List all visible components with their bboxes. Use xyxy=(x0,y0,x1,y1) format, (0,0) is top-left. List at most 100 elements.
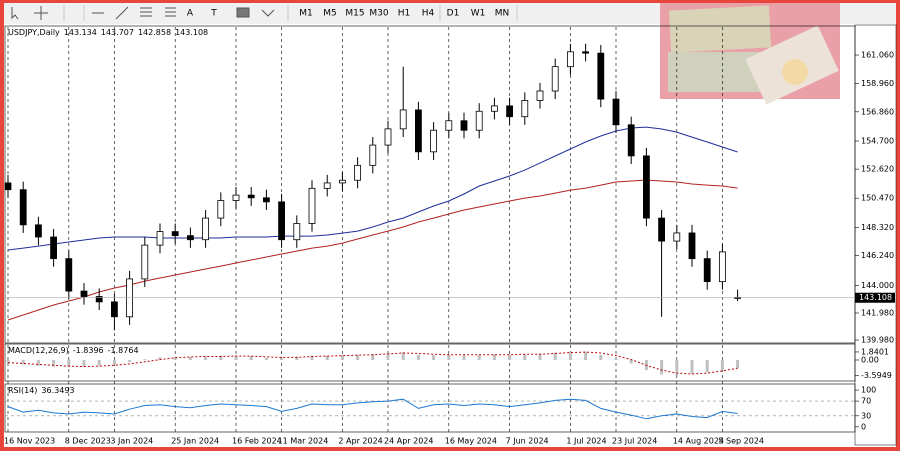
candle-body xyxy=(582,51,589,54)
shape-tool[interactable] xyxy=(236,7,250,18)
candle-body xyxy=(354,164,362,181)
candle-body xyxy=(430,129,438,153)
header-value: 143.108 xyxy=(175,28,208,37)
candle-body xyxy=(50,236,57,260)
timeframe-button[interactable]: MN xyxy=(495,9,510,19)
header-value: 36.3493 xyxy=(41,386,74,395)
candle-body xyxy=(247,194,255,199)
header-value: 143.707 xyxy=(101,28,134,37)
timeframe-button[interactable]: H1 xyxy=(398,9,411,19)
y-tick-label: 154.700 xyxy=(861,137,894,146)
candle-body xyxy=(35,224,42,238)
banknote xyxy=(668,5,772,53)
price-axis xyxy=(854,24,897,446)
date-label: 25 Jan 2024 xyxy=(171,437,219,446)
candle-body xyxy=(460,120,468,131)
header-value: 142.858 xyxy=(138,28,171,37)
candle-body xyxy=(490,105,498,112)
pane-title-text: USDJPY,Daily xyxy=(8,28,60,37)
candle-body xyxy=(19,189,27,226)
date-label: 14 Aug 2024 xyxy=(673,437,724,446)
candle-body xyxy=(521,100,529,118)
y-tick-label: 139.980 xyxy=(861,336,894,345)
candle-body xyxy=(80,290,88,297)
candle-body xyxy=(567,51,574,68)
candle-body xyxy=(156,231,164,246)
crosshair-tool[interactable] xyxy=(34,6,48,20)
y-tick-label: 146.240 xyxy=(861,251,894,260)
timeframe-button[interactable]: M30 xyxy=(369,9,388,19)
banner-image xyxy=(660,3,840,105)
tool-label[interactable]: A xyxy=(187,9,194,19)
candle-body xyxy=(612,98,620,126)
y-tick-label: 30 xyxy=(861,411,871,420)
candle-body xyxy=(278,201,286,241)
date-label: 16 Nov 2023 xyxy=(4,437,55,446)
candle-body xyxy=(4,182,12,191)
date-label: 11 Mar 2024 xyxy=(278,437,329,446)
date-label: 16 Feb 2024 xyxy=(232,437,282,446)
candle-body xyxy=(111,301,118,318)
timeframe-button[interactable]: M15 xyxy=(345,9,364,19)
candle-body xyxy=(506,105,514,118)
timeframe-button[interactable]: M5 xyxy=(323,9,337,19)
pane-title: MACD(12,26,9) -1.8396 -1.8764 xyxy=(8,346,139,355)
candle-body xyxy=(95,296,103,303)
candle-body xyxy=(338,179,346,184)
pane-title: RSI(14) 36.3493 xyxy=(8,386,75,395)
date-label: 7 Jun 2024 xyxy=(506,437,549,446)
date-label: 24 Apr 2024 xyxy=(384,437,433,446)
date-label: 2 Apr 2024 xyxy=(338,437,382,446)
y-tick-label: 0 xyxy=(861,422,866,431)
y-tick-label: 156.860 xyxy=(861,107,894,116)
y-tick-label: 161.060 xyxy=(861,51,894,60)
candle-body xyxy=(597,52,605,100)
candle-body xyxy=(217,200,225,219)
timeframe-button[interactable]: M1 xyxy=(299,9,313,19)
candle-body xyxy=(293,223,301,241)
indicator-line xyxy=(7,398,738,420)
arrows-tool[interactable] xyxy=(261,9,275,17)
candle-body xyxy=(141,244,149,280)
trendline-tool[interactable] xyxy=(115,6,129,20)
candle-body xyxy=(658,217,665,242)
price-tag-label: 143.108 xyxy=(859,293,892,302)
candle-body xyxy=(627,124,635,157)
channel-tool[interactable] xyxy=(140,7,152,17)
y-tick-label: 141.980 xyxy=(861,308,894,317)
candle-body xyxy=(171,231,179,237)
candle-body xyxy=(65,258,73,292)
tool-label[interactable]: T xyxy=(210,9,217,19)
timeframe-button[interactable]: H4 xyxy=(422,9,435,19)
pane-border xyxy=(4,343,856,382)
candle-body xyxy=(323,182,331,189)
timeframe-button[interactable]: W1 xyxy=(471,9,486,19)
candle-body xyxy=(445,120,453,131)
candle-body xyxy=(688,232,696,260)
candle-body xyxy=(703,258,711,283)
indicator-line xyxy=(7,351,738,375)
y-tick-label: 158.960 xyxy=(861,79,894,88)
date-label: 1 Jul 2024 xyxy=(566,437,606,446)
cursor-tool[interactable] xyxy=(11,7,19,20)
candle-body xyxy=(673,232,681,242)
y-tick-label: 1.8401 xyxy=(861,347,889,356)
y-tick-label: 144.000 xyxy=(861,281,894,290)
y-tick-label: 150.470 xyxy=(861,194,894,203)
candle-body xyxy=(232,194,240,201)
candle-body xyxy=(308,187,316,224)
pane-title-text: MACD(12,26,9) xyxy=(8,346,69,355)
header-value: -1.8764 xyxy=(108,346,139,355)
candle-body xyxy=(643,155,650,219)
candle-body xyxy=(202,217,210,241)
candle-body xyxy=(551,66,559,92)
pane-title: USDJPY,Daily 143.134 143.707 142.858 143.108 xyxy=(8,28,208,37)
date-label: 8 Dec 2023 xyxy=(65,437,111,446)
fibo-tool[interactable] xyxy=(165,7,176,17)
candle-body xyxy=(536,90,544,101)
candle-body xyxy=(399,109,407,130)
timeframe-button[interactable]: D1 xyxy=(447,9,460,19)
candle-body xyxy=(186,235,194,241)
candle-body xyxy=(414,109,422,153)
